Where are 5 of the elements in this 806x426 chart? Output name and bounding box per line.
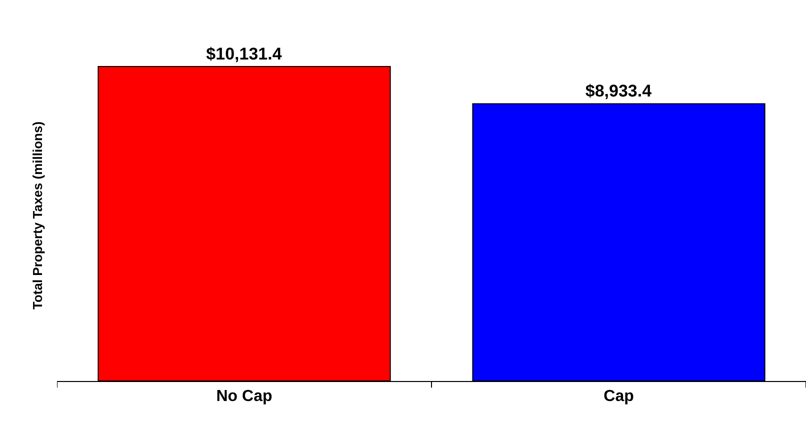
x-tick-label: No Cap xyxy=(216,388,272,406)
y-axis-title: Total Property Taxes (millions) xyxy=(30,121,45,310)
data-label: $10,131.4 xyxy=(206,44,282,64)
data-label: $8,933.4 xyxy=(585,82,652,101)
x-tick-label: Cap xyxy=(604,388,634,406)
